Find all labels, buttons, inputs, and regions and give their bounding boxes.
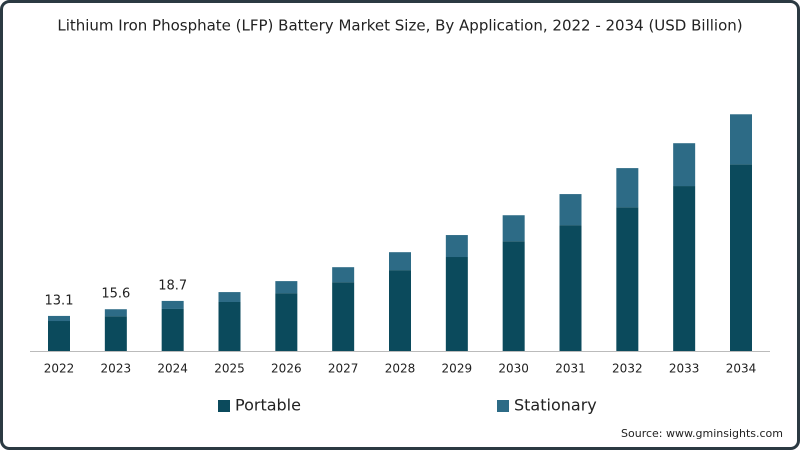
legend-swatch xyxy=(497,400,509,412)
x-tick-label: 2024 xyxy=(157,362,188,376)
x-tick-label: 2030 xyxy=(498,362,529,376)
x-tick-label: 2026 xyxy=(271,362,302,376)
bar-segment xyxy=(332,282,355,351)
x-tick-label: 2028 xyxy=(385,362,416,376)
bar-segment xyxy=(161,300,184,309)
bar-segment xyxy=(445,257,468,351)
x-tick-label: 2025 xyxy=(214,362,245,376)
bar-segment xyxy=(275,281,298,294)
x-tick-label: 2022 xyxy=(44,362,75,376)
bar-segment xyxy=(389,252,411,271)
total-label: 18.7 xyxy=(158,278,187,293)
bar-segment xyxy=(48,321,70,351)
bar-segment xyxy=(332,267,355,283)
bar-segment xyxy=(218,292,241,302)
legend-swatch xyxy=(218,400,230,412)
bar-segment xyxy=(616,207,639,351)
x-tick-label: 2031 xyxy=(555,362,586,376)
legend-label: Stationary xyxy=(514,396,597,415)
x-tick-label: 2023 xyxy=(101,362,132,376)
bar-segment xyxy=(104,316,127,351)
chart-title: Lithium Iron Phosphate (LFP) Battery Mar… xyxy=(57,17,742,35)
bar-segment xyxy=(559,194,582,226)
total-label: 13.1 xyxy=(45,293,74,308)
bar-segment xyxy=(48,315,70,322)
source: Source: www.gminsights.com xyxy=(621,427,783,440)
bar-segment xyxy=(502,215,525,242)
x-tick-label: 2033 xyxy=(669,362,700,376)
x-tick-label: 2027 xyxy=(328,362,359,376)
bar-segment xyxy=(161,308,184,351)
x-tick-label: 2034 xyxy=(726,362,757,376)
x-tick-label: 2032 xyxy=(612,362,643,376)
bar-segment xyxy=(218,301,241,351)
bar-segment xyxy=(673,143,696,187)
bar-segment xyxy=(104,309,127,317)
bar-segment xyxy=(502,241,525,351)
bar-segment xyxy=(673,186,696,351)
bar-segment xyxy=(616,168,639,208)
legend-label: Portable xyxy=(235,396,301,415)
bar-segment xyxy=(730,114,752,165)
bar-segment xyxy=(275,293,298,351)
bar-segment xyxy=(445,235,468,258)
bar-segment xyxy=(730,164,752,351)
bar-segment xyxy=(559,225,582,351)
x-tick-label: 2029 xyxy=(442,362,473,376)
total-label: 15.6 xyxy=(101,287,130,302)
bar-segment xyxy=(389,270,411,351)
